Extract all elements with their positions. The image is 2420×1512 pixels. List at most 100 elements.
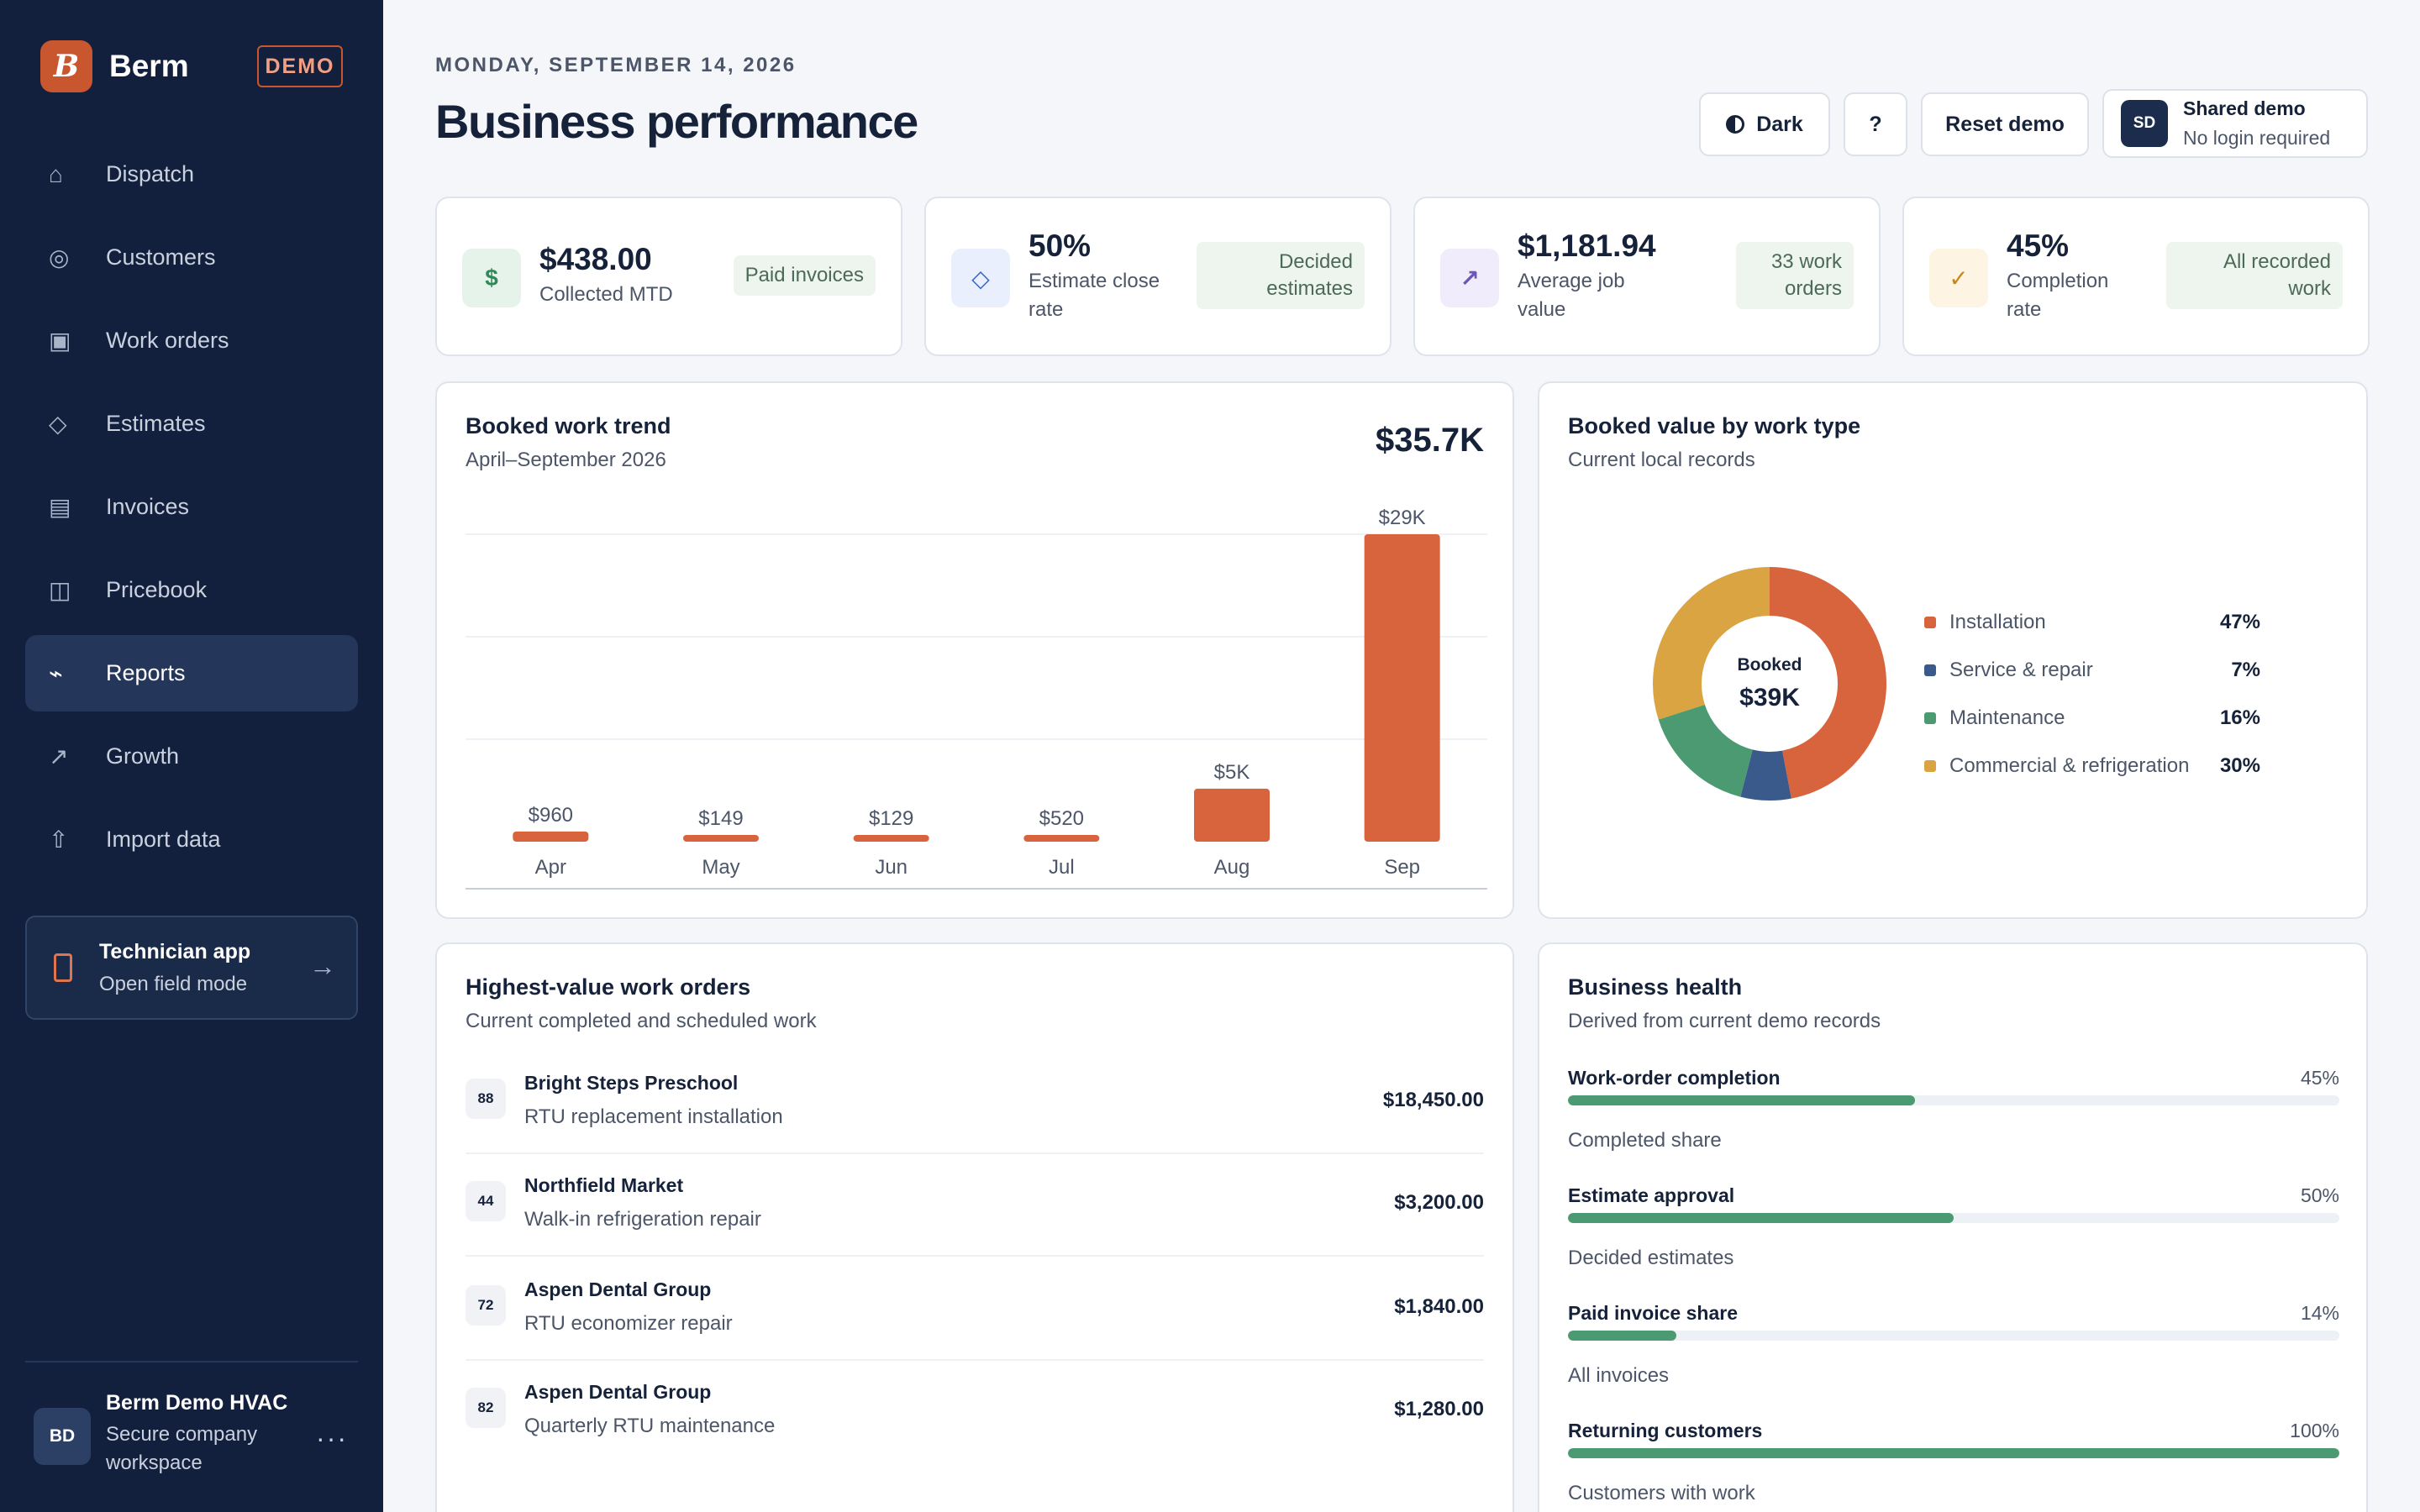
bar-sep (1364, 534, 1440, 842)
dollar-icon: $ (462, 249, 521, 307)
bar-value-label: $129 (869, 807, 913, 830)
sidebar-item-label: Customers (106, 244, 216, 270)
progress-track (1568, 1095, 2339, 1105)
technician-app-subtitle: Open field mode (99, 972, 248, 995)
metric-subtitle: Completed share (1568, 1129, 1722, 1152)
shared-demo-account[interactable]: SD Shared demo No login required (2102, 89, 2368, 158)
sidebar-item-label: Work orders (106, 328, 229, 353)
progress-fill (1568, 1448, 2339, 1458)
avatar: SD (2121, 100, 2168, 147)
dark-mode-button[interactable]: Dark (1699, 92, 1830, 156)
work-order-number: 88 (466, 1079, 506, 1119)
bar-value-label: $29K (1379, 507, 1426, 529)
phone-icon (54, 953, 72, 982)
trend-total: $35.7K (1376, 422, 1484, 459)
technician-app-text: Technician app Open field mode (99, 940, 250, 996)
donut-center-value: $39K (1739, 684, 1800, 711)
legend-swatch (1924, 711, 1936, 724)
brand[interactable]: B Berm (40, 40, 189, 92)
sidebar-item-reports[interactable]: ⌁ Reports (25, 635, 358, 711)
reset-demo-button[interactable]: Reset demo (1921, 92, 2089, 156)
panel-title: Booked value by work type (1568, 413, 1861, 438)
booked-work-chart: $960 Apr $149 May $129 Jun $520 Jul $5K Aug $29K Se… (466, 507, 1487, 890)
metric-percent: 14% (2300, 1302, 2339, 1324)
import-icon: ⇧ (49, 827, 69, 853)
arrow-right-icon: → (309, 951, 336, 981)
sidebar-item-dispatch[interactable]: ⌂ Dispatch (25, 136, 358, 213)
progress-track (1568, 1213, 2339, 1223)
progress-fill (1568, 1095, 1916, 1105)
legend-item: Maintenance 16% (1924, 694, 2260, 742)
invoices-icon: ▤ (49, 494, 71, 520)
bar-jul (1023, 835, 1100, 842)
legend-label: Maintenance (1949, 706, 2065, 729)
legend-label: Commercial & refrigeration (1949, 753, 2190, 777)
kpi-value: $1,181.94 (1518, 228, 1656, 263)
customer-name: Northfield Market (524, 1174, 684, 1196)
donut-slice-2 (1653, 567, 1886, 801)
avatar: BD (34, 1408, 91, 1465)
help-button[interactable]: ? (1844, 92, 1907, 156)
kpi-label: Collected MTD (539, 283, 673, 306)
metric-percent: 50% (2300, 1184, 2339, 1206)
customer-name: Bright Steps Preschool (524, 1072, 739, 1094)
legend-label: Service & repair (1949, 658, 2093, 681)
sidebar-item-label: Import data (106, 827, 221, 852)
trend-up-icon: ↗ (1440, 249, 1499, 307)
progress-track (1568, 1331, 2339, 1341)
legend-item: Installation 47% (1924, 598, 2260, 646)
panel-subtitle: April–September 2026 (466, 449, 666, 471)
sidebar-item-label: Invoices (106, 494, 190, 519)
panel-subtitle: Current local records (1568, 449, 1755, 471)
work-order-number: 44 (466, 1181, 506, 1221)
bar-value-label: $149 (698, 807, 743, 830)
sidebar-item-invoices[interactable]: ▤ Invoices (25, 469, 358, 545)
work-order-amount: $1,280.00 (1394, 1398, 1484, 1420)
sidebar-item-customers[interactable]: ◎ Customers (25, 219, 358, 296)
sidebar-item-estimates[interactable]: ◇ Estimates (25, 386, 358, 462)
sidebar-item-label: Reports (106, 660, 186, 685)
more-options-icon[interactable]: ··· (316, 1423, 348, 1453)
brand-logo: B (40, 40, 92, 92)
table-row[interactable]: 82 Aspen Dental Group Quarterly RTU main… (466, 1361, 1484, 1463)
progress-fill (1568, 1213, 1954, 1223)
workspace-info: Berm Demo HVAC Secure company workspace (106, 1391, 291, 1478)
kpi-tag: 33 work orders (1736, 242, 1854, 309)
sidebar-item-import-data[interactable]: ⇧ Import data (25, 801, 358, 878)
work-orders-icon: ▣ (49, 328, 71, 354)
legend-swatch (1924, 664, 1936, 676)
bar-may (683, 835, 759, 842)
diamond-icon: ◇ (951, 249, 1010, 307)
metric-label: Estimate approval (1568, 1184, 1735, 1206)
workspace-name: Berm Demo HVAC (106, 1391, 288, 1415)
sidebar-item-label: Estimates (106, 411, 206, 436)
table-row[interactable]: 88 Bright Steps Preschool RTU replacemen… (466, 1052, 1484, 1154)
sidebar-divider (25, 1361, 358, 1362)
check-icon: ✓ (1929, 249, 1988, 307)
legend-swatch (1924, 759, 1936, 772)
work-orders-panel: Highest-value work orders Current comple… (435, 942, 1514, 1512)
table-row[interactable]: 72 Aspen Dental Group RTU economizer rep… (466, 1258, 1484, 1361)
sidebar-item-pricebook[interactable]: ◫ Pricebook (25, 552, 358, 628)
work-order-amount: $18,450.00 (1382, 1089, 1484, 1111)
panel-title: Booked work trend (466, 413, 671, 438)
health-metric: Estimate approval 50% Decided estimates (1568, 1184, 2339, 1302)
metric-subtitle: All invoices (1568, 1364, 1670, 1387)
technician-app-title: Technician app (99, 939, 251, 963)
work-order-description: Quarterly RTU maintenance (524, 1415, 776, 1437)
panel-title: Highest-value work orders (466, 974, 751, 1000)
pricebook-icon: ◫ (49, 577, 71, 603)
metric-percent: 45% (2300, 1067, 2339, 1089)
sidebar: B Berm DEMO ⌂ Dispatch ◎ Customers ▣ Wor… (0, 0, 383, 1512)
bar-value-label: $960 (529, 804, 573, 827)
sidebar-item-growth[interactable]: ↗ Growth (25, 718, 358, 795)
bar-value-label: $520 (1039, 807, 1084, 830)
table-row[interactable]: 44 Northfield Market Walk-in refrigerati… (466, 1154, 1484, 1257)
page-date: MONDAY, SEPTEMBER 14, 2026 (435, 54, 797, 76)
kpi-card-completion: ✓ 45% Completion rate All recorded work (1902, 197, 2370, 356)
sidebar-item-work-orders[interactable]: ▣ Work orders (25, 302, 358, 379)
sidebar-item-label: Growth (106, 743, 180, 769)
metric-label: Work-order completion (1568, 1067, 1781, 1089)
technician-app-button[interactable]: Technician app Open field mode → (25, 916, 358, 1020)
metric-subtitle: Customers with work (1568, 1482, 1755, 1504)
